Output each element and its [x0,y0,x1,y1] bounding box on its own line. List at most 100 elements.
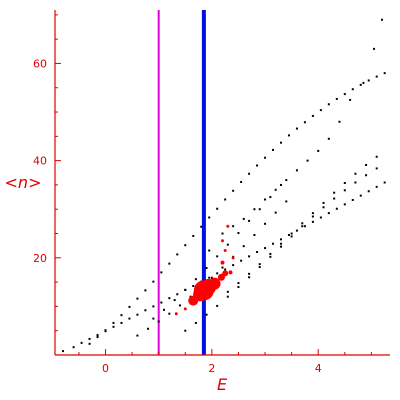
black-point [168,297,171,300]
black-point [192,234,195,237]
black-point [272,242,275,245]
black-point [242,217,245,220]
black-point [168,262,171,265]
black-point [362,81,365,84]
black-point [173,299,176,302]
black-point [274,188,277,191]
x-axis-label: E [217,375,228,394]
black-point [343,189,346,192]
black-point [365,164,368,167]
black-point [319,109,322,112]
red-point [223,249,227,253]
black-point [256,250,259,253]
y-tick-label: 60 [33,57,47,70]
black-point [112,321,115,324]
black-point [237,232,240,235]
black-point [194,321,197,324]
black-point [319,216,322,219]
black-point [258,266,261,269]
black-point [88,342,91,345]
black-point [256,164,259,167]
red-point [221,239,224,243]
black-point [375,185,378,188]
red-point [228,270,233,275]
red-points-series [174,224,235,316]
black-point [272,148,275,151]
black-point [112,325,115,328]
black-point [295,229,298,232]
black-point [253,208,256,211]
black-point [184,288,187,291]
black-point [104,329,107,332]
black-point [176,293,179,296]
black-point [152,305,155,308]
black-point [359,83,362,86]
black-point [279,245,282,248]
black-point [287,233,290,236]
black-point [311,212,314,215]
black-point [152,317,155,320]
black-point [383,181,386,184]
y-tick-label: 20 [33,252,47,265]
y-tick-label: 40 [33,155,47,168]
black-point [290,235,293,238]
black-point [61,350,64,353]
black-point [295,169,298,172]
black-point [221,232,224,235]
black-point [253,233,256,236]
black-point [343,181,346,184]
black-point [216,304,219,307]
black-point [287,134,290,137]
black-point [335,207,338,210]
black-point [264,222,267,225]
y-axis-label: <n> [5,173,42,192]
black-point [354,181,357,184]
black-point [338,120,341,123]
black-point [258,263,261,266]
black-point [264,247,267,250]
black-point [224,268,227,271]
black-point [322,201,325,204]
black-point [128,317,131,320]
black-point [240,181,243,184]
black-point [136,334,139,337]
black-point [264,198,267,201]
black-point [375,167,378,170]
black-point [373,47,376,50]
black-point [301,222,304,225]
black-point [264,156,267,159]
black-point [248,276,251,279]
black-point [205,313,208,316]
black-point [237,285,240,288]
black-point [216,255,219,258]
black-point [274,211,277,214]
red-point [231,256,235,260]
black-point [248,272,251,275]
black-point [269,252,272,255]
black-point [285,200,288,203]
black-point [311,114,314,117]
black-point [365,174,368,177]
axes [54,10,390,356]
black-point [226,290,229,293]
red-point [222,270,229,277]
black-point [160,271,163,274]
tick-labels: 0 2 4 20 40 60 [33,57,322,375]
black-point [248,219,251,222]
black-point [327,137,330,140]
black-point [208,249,211,252]
black-point [192,285,195,287]
x-tick-label: 0 [102,362,109,375]
black-point [295,127,298,130]
black-point [184,244,187,247]
black-point [351,88,354,91]
black-point [144,289,147,292]
black-point [232,264,235,267]
black-point [290,232,293,235]
black-point [205,267,208,270]
black-point [335,97,338,100]
black-point [157,320,160,323]
black-point [383,72,386,75]
black-point [343,203,346,206]
